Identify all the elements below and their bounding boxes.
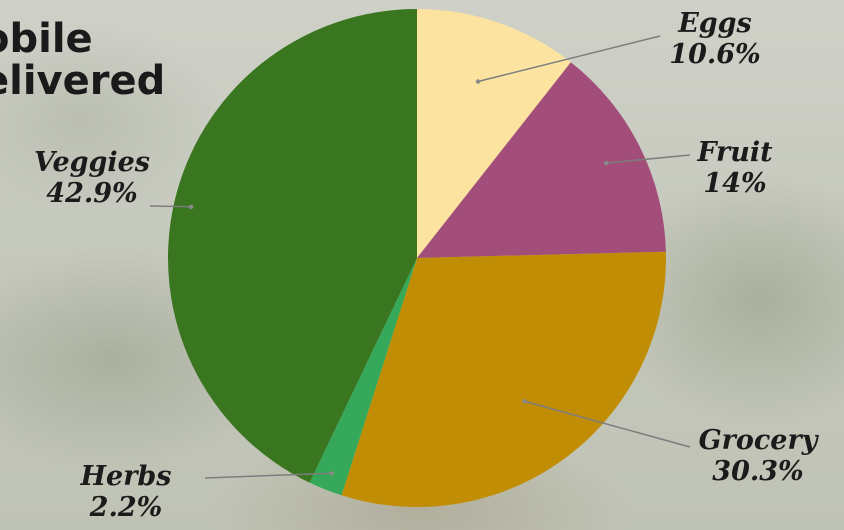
slice-label-herbs: Herbs <box>80 461 172 492</box>
pie-slice-veggies <box>168 9 417 483</box>
leader-line-veggies <box>149 205 192 208</box>
slice-label-grocery: Grocery <box>699 425 820 456</box>
pie-slice-herbs <box>309 258 417 496</box>
pie-slice-eggs <box>417 9 571 258</box>
leader-dot-eggs <box>475 79 481 84</box>
pie-slice-fruit <box>417 62 666 259</box>
slice-value-herbs: 2.2% <box>89 492 163 523</box>
leader-line-grocery <box>524 400 691 448</box>
slice-label-fruit: Fruit <box>696 137 773 168</box>
slice-value-veggies: 42.9% <box>46 178 137 209</box>
page-heading: obile elivered <box>0 18 165 102</box>
heading-line-2: elivered <box>0 58 166 104</box>
leader-dot-herbs <box>329 471 334 476</box>
leader-line-eggs <box>477 35 661 83</box>
slice-value-eggs: 10.6% <box>669 39 760 70</box>
leader-dot-veggies <box>188 204 194 209</box>
heading-line-1: obile <box>0 16 93 62</box>
leader-line-herbs <box>204 472 332 479</box>
leader-dot-fruit <box>603 160 609 166</box>
leader-line-fruit <box>606 154 691 164</box>
slice-value-fruit: 14% <box>703 168 766 199</box>
slice-label-veggies: Veggies <box>34 147 150 178</box>
slice-label-eggs: Eggs <box>677 8 752 39</box>
leader-dot-grocery <box>522 399 527 404</box>
pie-slice-grocery <box>341 251 667 508</box>
slice-value-grocery: 30.3% <box>712 456 803 487</box>
